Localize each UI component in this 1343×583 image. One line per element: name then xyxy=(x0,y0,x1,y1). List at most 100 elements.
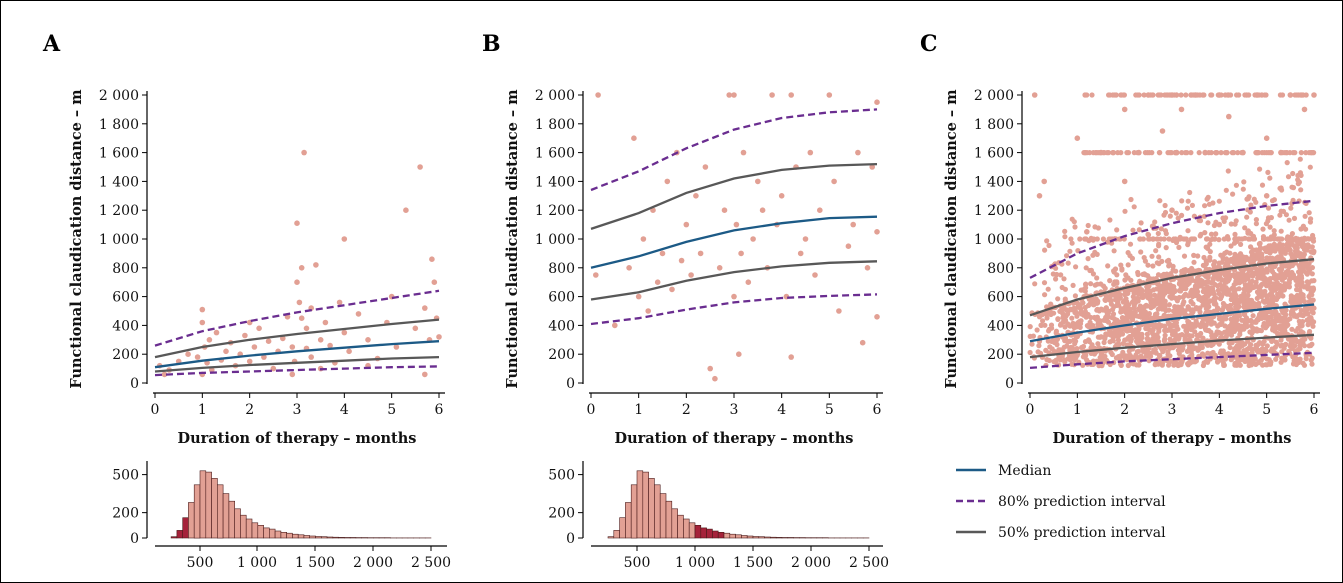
data-point xyxy=(1202,203,1208,209)
data-point xyxy=(1172,337,1178,343)
data-point xyxy=(1271,228,1277,234)
data-point xyxy=(738,250,744,257)
data-point xyxy=(1144,288,1150,294)
data-point xyxy=(289,344,296,350)
data-point xyxy=(1163,280,1169,287)
data-point xyxy=(422,305,428,311)
data-point xyxy=(1159,295,1166,301)
scatter-panel-a: 0 200 400 600 800 1 000 1 200 1 400 1 600 1 800 2 … xyxy=(68,88,445,447)
data-point xyxy=(1169,207,1175,213)
data-point xyxy=(1150,263,1156,269)
data-point xyxy=(1240,350,1246,356)
data-point xyxy=(1150,327,1156,333)
hist-bar xyxy=(170,536,178,539)
data-point xyxy=(1086,338,1092,345)
data-point xyxy=(1221,218,1227,224)
data-point xyxy=(1232,231,1238,237)
y-tick-label: 1 600 xyxy=(99,146,139,162)
data-point xyxy=(1208,92,1214,98)
data-point xyxy=(1172,295,1179,301)
data-point xyxy=(1311,319,1317,325)
data-point xyxy=(1197,309,1203,315)
data-point xyxy=(265,338,272,345)
data-point xyxy=(1060,319,1066,325)
data-point xyxy=(1202,324,1208,330)
data-point xyxy=(1282,250,1288,256)
data-point xyxy=(1223,279,1229,285)
data-point xyxy=(802,236,809,242)
hist-x-tick-label: 2 000 xyxy=(353,555,393,571)
data-point xyxy=(1290,354,1296,360)
data-point xyxy=(1223,256,1229,262)
data-point xyxy=(1090,323,1096,329)
data-point xyxy=(1246,92,1252,98)
data-point xyxy=(1276,266,1282,273)
data-point xyxy=(1230,191,1236,197)
data-point xyxy=(1264,150,1270,156)
data-point xyxy=(1244,300,1250,306)
data-point xyxy=(1256,291,1262,297)
data-point xyxy=(1142,309,1148,315)
data-point xyxy=(1135,269,1141,276)
data-point xyxy=(812,272,818,278)
data-point xyxy=(365,337,371,343)
data-point xyxy=(759,207,766,213)
data-point xyxy=(1175,347,1181,353)
data-point xyxy=(1254,295,1260,301)
data-point xyxy=(1267,175,1273,181)
data-point xyxy=(845,243,852,249)
data-point xyxy=(1233,218,1239,224)
data-point xyxy=(1289,326,1295,332)
data-point xyxy=(1269,264,1275,270)
x-tick-label: 3 xyxy=(293,402,302,418)
data-point xyxy=(1102,353,1108,359)
y-tick-label: 1 400 xyxy=(535,174,575,190)
data-point xyxy=(750,236,756,242)
data-point xyxy=(1254,343,1260,349)
data-point xyxy=(1180,346,1186,352)
data-point xyxy=(341,236,348,242)
data-point xyxy=(1309,361,1315,367)
data-point xyxy=(1242,286,1248,293)
x-axis-label: Duration of therapy – months xyxy=(1053,430,1292,447)
data-point xyxy=(1278,337,1284,343)
data-point xyxy=(1308,216,1314,222)
data-point xyxy=(1196,150,1202,156)
hist-bar xyxy=(228,500,235,539)
hist-bar xyxy=(292,533,299,539)
data-point xyxy=(1110,92,1116,98)
data-point xyxy=(1200,262,1206,268)
histogram-a: 0 200 500 500 1 000 1 500 2 000 2 500 xyxy=(112,461,451,571)
data-point xyxy=(1167,327,1173,333)
x-tick-label: 4 xyxy=(777,402,786,418)
data-point xyxy=(1278,149,1284,156)
x-tick-label: 1 xyxy=(634,402,643,418)
data-point xyxy=(1115,150,1121,156)
data-point xyxy=(1045,286,1051,292)
hist-bar xyxy=(636,470,644,539)
data-point xyxy=(1290,150,1296,156)
data-point xyxy=(1058,347,1064,353)
data-point xyxy=(595,92,601,98)
data-point xyxy=(1158,303,1164,309)
data-point xyxy=(1143,350,1149,356)
data-point xyxy=(1072,224,1078,230)
x-axis-label: Duration of therapy – months xyxy=(178,430,417,447)
hist-x-tick-label: 1 500 xyxy=(295,555,335,571)
hist-bar xyxy=(297,534,305,539)
data-point xyxy=(1285,174,1292,180)
hist-bar xyxy=(188,502,195,539)
data-point xyxy=(1130,227,1136,233)
data-point xyxy=(1285,322,1291,328)
data-point xyxy=(1244,316,1250,322)
data-point xyxy=(1118,92,1125,98)
data-point xyxy=(1310,323,1316,329)
data-point xyxy=(1131,290,1137,296)
data-point xyxy=(1146,275,1152,282)
data-point xyxy=(1223,187,1229,193)
data-point xyxy=(1080,362,1086,368)
hist-bar xyxy=(607,536,615,539)
data-point xyxy=(1149,150,1155,156)
hist-bar xyxy=(758,536,765,539)
data-point xyxy=(1137,303,1143,309)
